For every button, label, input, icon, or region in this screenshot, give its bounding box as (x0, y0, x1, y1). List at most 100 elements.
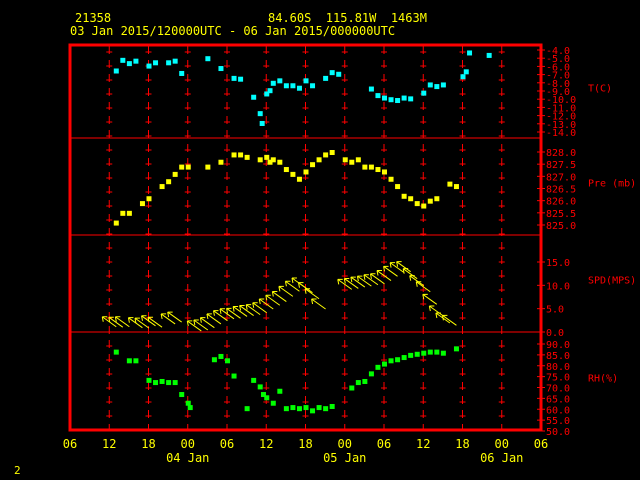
wind-arrow (396, 261, 411, 273)
wind-arrow-path (284, 280, 300, 292)
y-tick-label: -4.0 (546, 46, 570, 57)
wind-arrow-path (428, 305, 444, 317)
wind-arrow (186, 320, 202, 332)
pres-point (185, 164, 191, 170)
temp-point (375, 93, 381, 99)
temp-point (264, 91, 270, 97)
wind-arrow (147, 316, 163, 328)
rh-point (316, 405, 322, 411)
pres-point (270, 157, 276, 163)
temp-point (259, 120, 265, 126)
x-tick-label: 18 (298, 437, 312, 451)
wind-arrow (304, 288, 320, 300)
wind-arrow-path (265, 294, 281, 306)
pres-point (323, 152, 329, 158)
wind-arrow (428, 305, 444, 317)
wind-arrow-path (298, 282, 313, 294)
rh-point (126, 358, 132, 364)
pres-point (395, 184, 401, 190)
rh-point (244, 406, 250, 412)
time-period: 03 Jan 2015/120000UTC - 06 Jan 2015/0000… (70, 24, 396, 38)
pres-point (218, 159, 224, 165)
temp-point (486, 52, 492, 58)
rh-point (251, 377, 257, 383)
wind-arrow (350, 276, 366, 288)
pres-point (316, 157, 322, 163)
pres-point (434, 196, 440, 202)
y-tick-label: 80.0 (546, 362, 570, 373)
pres-point (296, 176, 302, 182)
pres-point (414, 201, 420, 207)
temp-point (401, 95, 407, 101)
pres-point (310, 162, 316, 168)
rh-point (187, 405, 193, 411)
wind-arrow-path (389, 262, 405, 274)
wind-arrow (193, 319, 209, 331)
pres-point (355, 157, 361, 163)
y-tick-label: 826.5 (546, 185, 576, 196)
wind-arrow-path (226, 307, 241, 319)
temp-point (303, 78, 309, 84)
y-tick-label: 55.0 (546, 416, 570, 427)
x-tick-label: 12 (102, 437, 116, 451)
wind-arrow-path (258, 298, 274, 310)
pres-point (238, 152, 244, 158)
wind-arrow (278, 285, 294, 297)
wind-arrow (422, 293, 438, 305)
wind-arrow (337, 278, 353, 290)
x-date-label: 06 Jan (480, 451, 523, 465)
wind-arrow-path (186, 320, 202, 332)
rh-point (408, 352, 414, 358)
pres-point (120, 210, 126, 216)
y-tick-label: 825.5 (546, 209, 576, 220)
rh-point (395, 357, 401, 363)
temp-point (290, 83, 296, 89)
rh-point (296, 406, 302, 412)
rh-point (375, 364, 381, 370)
wind-arrow (226, 307, 241, 319)
axis-label-rh: RH(%) (588, 374, 618, 385)
temp-point (257, 111, 263, 117)
wind-arrow (245, 304, 261, 316)
wind-arrow-path (383, 265, 398, 277)
rh-point (434, 349, 440, 355)
temp-point (218, 66, 224, 72)
wind-arrow (212, 310, 228, 322)
pres-point (388, 176, 394, 182)
pres-point (244, 154, 250, 160)
temp-point (421, 90, 427, 96)
pres-point (172, 171, 178, 177)
wind-arrow-path (396, 261, 411, 273)
station-id: 21358 (75, 11, 112, 25)
rh-point (427, 349, 433, 355)
wind-arrow (389, 262, 405, 274)
station-location: 84.60S 115.81W 1463M (268, 11, 427, 25)
rh-point (277, 388, 283, 394)
temp-point (427, 82, 433, 88)
y-tick-label: 826.0 (546, 197, 576, 208)
temp-point (395, 98, 401, 104)
pres-point (277, 159, 283, 165)
pres-point (349, 159, 355, 165)
y-tick-label: 825.0 (546, 221, 576, 232)
page-number: 2 (14, 464, 21, 477)
wind-arrow-path (114, 316, 130, 328)
temp-point (179, 70, 185, 76)
wind-arrow-path (311, 298, 326, 310)
rh-point (133, 358, 139, 364)
x-tick-label: 18 (455, 437, 469, 451)
pres-point (205, 164, 211, 170)
wind-arrow-path (415, 281, 431, 293)
wind-arrow-path (206, 313, 222, 325)
pres-point (401, 193, 407, 199)
x-tick-label: 00 (181, 437, 195, 451)
rh-point (368, 371, 374, 377)
temp-point (166, 60, 172, 66)
wind-arrow-path (239, 305, 254, 316)
wind-arrow (134, 317, 150, 329)
temp-point (329, 70, 335, 76)
wind-arrow (160, 313, 176, 325)
rh-point (231, 373, 237, 379)
rh-point (260, 392, 266, 398)
